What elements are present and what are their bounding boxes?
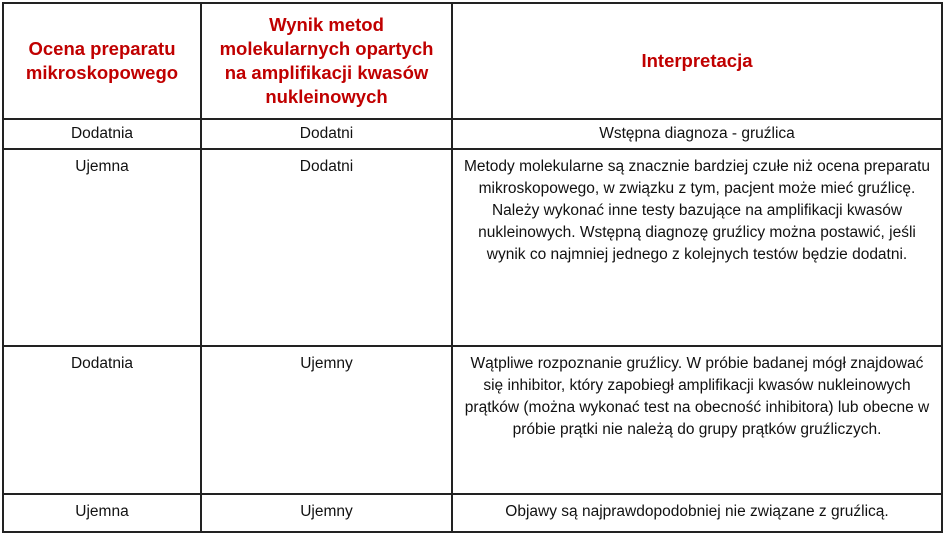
- cell-molecular: Dodatni: [200, 148, 453, 347]
- cell-interpretation: Objawy są najprawdopodobniej nie związan…: [451, 493, 943, 533]
- table-row: Dodatnia Dodatni Wstępna diagnoza - gruź…: [2, 118, 943, 150]
- table-row: Dodatnia Ujemny Wątpliwe rozpoznanie gru…: [2, 345, 943, 495]
- header-molecular: Wynik metod molekularnych opartych na am…: [200, 2, 453, 120]
- cell-molecular: Ujemny: [200, 493, 453, 533]
- cell-interpretation: Metody molekularne są znacznie bardziej …: [451, 148, 943, 347]
- cell-microscopy: Ujemna: [2, 148, 202, 347]
- cell-interpretation: Wstępna diagnoza - gruźlica: [451, 118, 943, 150]
- header-interpretation: Interpretacja: [451, 2, 943, 120]
- cell-microscopy: Dodatnia: [2, 345, 202, 495]
- cell-microscopy: Dodatnia: [2, 118, 202, 150]
- table-row: Ujemna Ujemny Objawy są najprawdopodobni…: [2, 493, 943, 533]
- cell-molecular: Ujemny: [200, 345, 453, 495]
- table-row: Ujemna Dodatni Metody molekularne są zna…: [2, 148, 943, 347]
- cell-interpretation: Wątpliwe rozpoznanie gruźlicy. W próbie …: [451, 345, 943, 495]
- header-microscopy: Ocena preparatu mikroskopowego: [2, 2, 202, 120]
- header-row: Ocena preparatu mikroskopowego Wynik met…: [2, 2, 943, 120]
- cell-microscopy: Ujemna: [2, 493, 202, 533]
- cell-molecular: Dodatni: [200, 118, 453, 150]
